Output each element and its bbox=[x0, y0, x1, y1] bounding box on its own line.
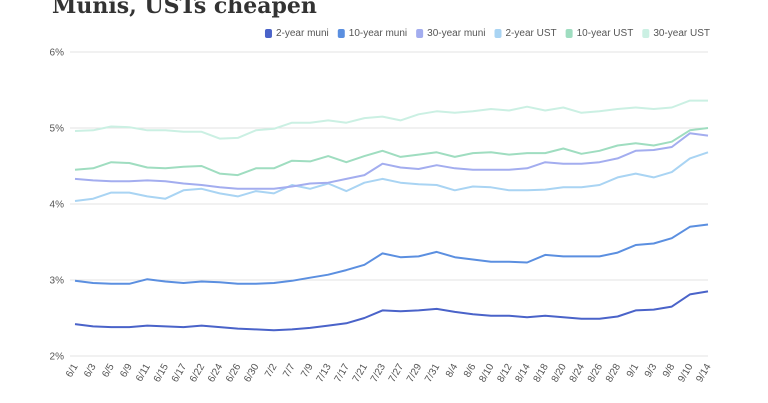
x-tick-label: 9/8 bbox=[661, 362, 678, 380]
x-tick-label: 7/9 bbox=[299, 362, 316, 380]
x-tick-label: 8/10 bbox=[477, 362, 496, 385]
x-tick-label: 6/5 bbox=[100, 362, 117, 380]
x-tick-label: 6/1 bbox=[64, 362, 81, 380]
x-tick-label: 8/14 bbox=[513, 362, 532, 385]
chart-title: Munis, USTs cheapen bbox=[52, 0, 317, 19]
y-tick-label: 6% bbox=[50, 48, 65, 59]
x-tick-label: 6/26 bbox=[224, 362, 243, 385]
legend-label: 30-year UST bbox=[653, 28, 710, 39]
legend-label: 10-year UST bbox=[577, 28, 634, 39]
x-tick-label: 9/1 bbox=[625, 362, 642, 380]
line bbox=[74, 99, 708, 140]
y-tick-label: 3% bbox=[50, 276, 65, 287]
x-tick-label: 6/15 bbox=[152, 362, 171, 385]
x-tick-label: 6/11 bbox=[134, 362, 153, 384]
x-tick-label: 8/4 bbox=[444, 362, 461, 380]
x-tick-label: 8/26 bbox=[586, 362, 605, 385]
legend-swatch bbox=[416, 29, 424, 38]
legend-label: 2-year UST bbox=[506, 28, 557, 39]
x-tick-label: 6/22 bbox=[188, 362, 207, 385]
line bbox=[74, 151, 709, 202]
line bbox=[74, 132, 709, 190]
x-tick-label: 8/28 bbox=[604, 362, 623, 385]
y-tick-label: 2% bbox=[50, 352, 65, 363]
y-tick-label: 5% bbox=[50, 124, 65, 135]
x-tick-label: 8/12 bbox=[495, 362, 514, 385]
x-tick-label: 9/10 bbox=[676, 362, 695, 385]
x-tick-label: 6/3 bbox=[82, 362, 99, 380]
x-tick-label: 6/17 bbox=[170, 362, 189, 385]
legend-swatch bbox=[642, 29, 650, 38]
x-tick-label: 7/29 bbox=[405, 362, 424, 385]
legend-swatch bbox=[264, 29, 272, 38]
line bbox=[74, 290, 709, 332]
x-tick-label: 9/3 bbox=[643, 362, 660, 380]
legend-label: 2-year muni bbox=[276, 28, 329, 39]
x-tick-label: 7/13 bbox=[315, 362, 334, 385]
x-tick-label: 8/18 bbox=[532, 362, 551, 385]
x-tick-label: 7/31 bbox=[423, 362, 442, 385]
x-tick-label: 7/21 bbox=[351, 362, 370, 385]
line bbox=[74, 223, 709, 285]
x-tick-label: 8/24 bbox=[568, 362, 587, 385]
legend-swatch bbox=[494, 29, 502, 38]
x-tick-label: 7/2 bbox=[263, 362, 280, 380]
x-tick-label: 6/24 bbox=[206, 362, 225, 385]
legend-swatch bbox=[337, 29, 345, 38]
x-tick-label: 8/20 bbox=[550, 362, 569, 385]
x-tick-label: 6/30 bbox=[242, 362, 261, 385]
line bbox=[74, 127, 709, 177]
x-tick-label: 8/6 bbox=[462, 362, 479, 380]
legend-label: 10-year muni bbox=[349, 28, 407, 39]
x-tick-label: 7/7 bbox=[281, 362, 298, 380]
x-tick-label: 7/23 bbox=[369, 362, 388, 385]
x-tick-label: 7/27 bbox=[387, 362, 406, 385]
legend-swatch bbox=[565, 29, 573, 38]
x-tick-label: 7/17 bbox=[333, 362, 352, 385]
legend-label: 30-year muni bbox=[427, 28, 485, 39]
y-tick-label: 4% bbox=[50, 200, 65, 211]
x-tick-label: 6/9 bbox=[118, 362, 135, 380]
x-tick-label: 9/14 bbox=[694, 362, 713, 385]
